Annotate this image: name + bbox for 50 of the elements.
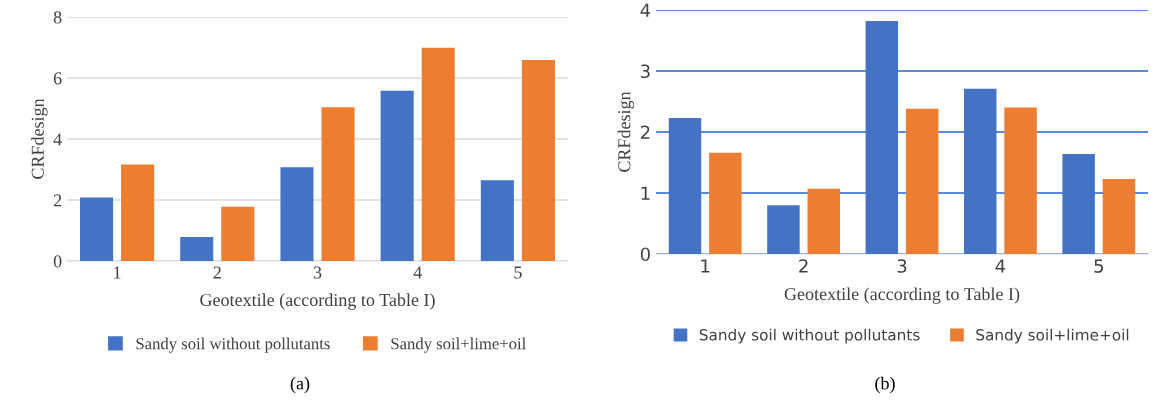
x-tick-label: 1	[701, 259, 710, 273]
bar	[1102, 178, 1136, 254]
text: (a)	[290, 376, 310, 394]
bar	[865, 20, 899, 254]
x-axis-title: Geotextile (according to Table I)	[200, 293, 435, 310]
x-tick-label: 5	[1094, 259, 1103, 273]
y-tick-label: 0	[53, 255, 62, 268]
x-axis-title: Geotextile (according to Table I)	[784, 287, 1020, 304]
bar	[1062, 153, 1095, 254]
bar	[121, 164, 155, 261]
x-tick-label: 1	[114, 266, 121, 279]
legend-label: Sandy soil+lime+oil	[976, 328, 1129, 344]
bar	[709, 152, 742, 254]
y-tick-label: 3	[641, 64, 650, 79]
y-tick-label: 4	[640, 3, 651, 17]
bar	[221, 206, 255, 261]
legend-label: Sandy soil without pollutants	[699, 328, 920, 344]
y-tick-label: 2	[640, 125, 650, 139]
bar	[767, 205, 800, 254]
y-tick-label: 6	[53, 72, 62, 85]
y-axis-title: CRFdesign	[617, 91, 635, 172]
x-tick-label: 5	[514, 266, 522, 279]
x-tick-label: 4	[413, 266, 422, 279]
bar	[963, 88, 997, 254]
x-tick-label: 4	[995, 259, 1006, 273]
bar	[807, 188, 841, 254]
bar	[380, 90, 414, 261]
legend-label: Sandy soil without pollutants	[136, 337, 330, 353]
bar	[1004, 107, 1037, 254]
x-tick-label: 2	[799, 259, 808, 273]
text: (b)	[875, 376, 895, 394]
x-tick-label: 2	[213, 266, 221, 279]
bar	[180, 236, 214, 261]
y-tick-label: 1	[641, 186, 650, 200]
bar	[668, 117, 702, 254]
y-tick-label: 0	[640, 247, 650, 262]
y-tick-label: 4	[53, 133, 62, 146]
bar	[421, 47, 455, 261]
x-tick-label: 3	[313, 266, 322, 279]
bar	[280, 167, 314, 261]
y-axis-title: CRFdesign	[31, 98, 48, 179]
y-tick-label: 8	[53, 11, 62, 24]
bar	[905, 108, 939, 254]
x-tick-label: 3	[897, 259, 907, 273]
bar	[80, 197, 114, 261]
y-tick-label: 2	[53, 194, 62, 207]
bar	[521, 60, 555, 261]
bar	[321, 107, 355, 261]
bar	[480, 180, 514, 261]
legend-label: Sandy soil+lime+oil	[391, 337, 526, 353]
